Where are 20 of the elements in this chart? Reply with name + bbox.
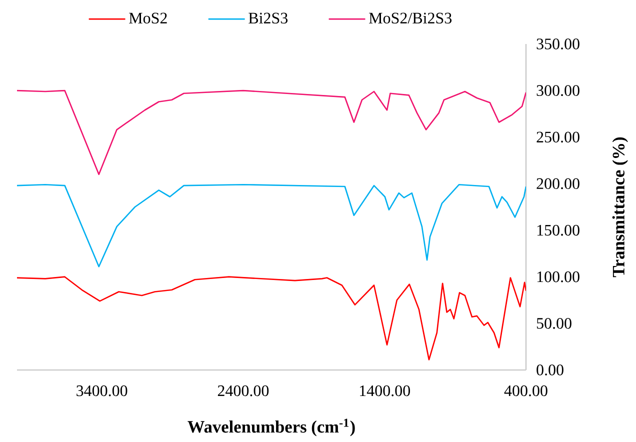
y-tick-label: 100.00 — [537, 271, 580, 282]
x-tick-label: 2400.00 — [218, 385, 269, 396]
y-tick-label: 150.00 — [537, 224, 580, 236]
legend-label: MoS2/Bi2S3 — [369, 12, 452, 24]
legend-label: Bi2S3 — [248, 12, 288, 24]
y-axis-title: Transmittance (%) — [612, 137, 628, 278]
line-series — [17, 90, 526, 176]
y-tick-label: 0.00 — [536, 364, 564, 376]
x-axis-title: Wavelenumbers (cm$^{-1}$) — [188, 418, 355, 436]
y-tick-label: 350.00 — [536, 38, 580, 50]
y-tick-label: 250.00 — [536, 132, 580, 143]
legend-label: MoS2 — [129, 12, 167, 24]
x-tick-label: 1400.00 — [360, 385, 410, 396]
y-tick-label: 50.00 — [536, 318, 572, 329]
y-tick-label: 200.00 — [536, 178, 580, 190]
y-tick-label: 300.00 — [536, 85, 580, 96]
x-tick-label: 3400.00 — [76, 385, 128, 396]
line-series — [17, 276, 526, 360]
line-series — [17, 184, 526, 268]
x-tick-label: 400.00 — [504, 385, 548, 396]
